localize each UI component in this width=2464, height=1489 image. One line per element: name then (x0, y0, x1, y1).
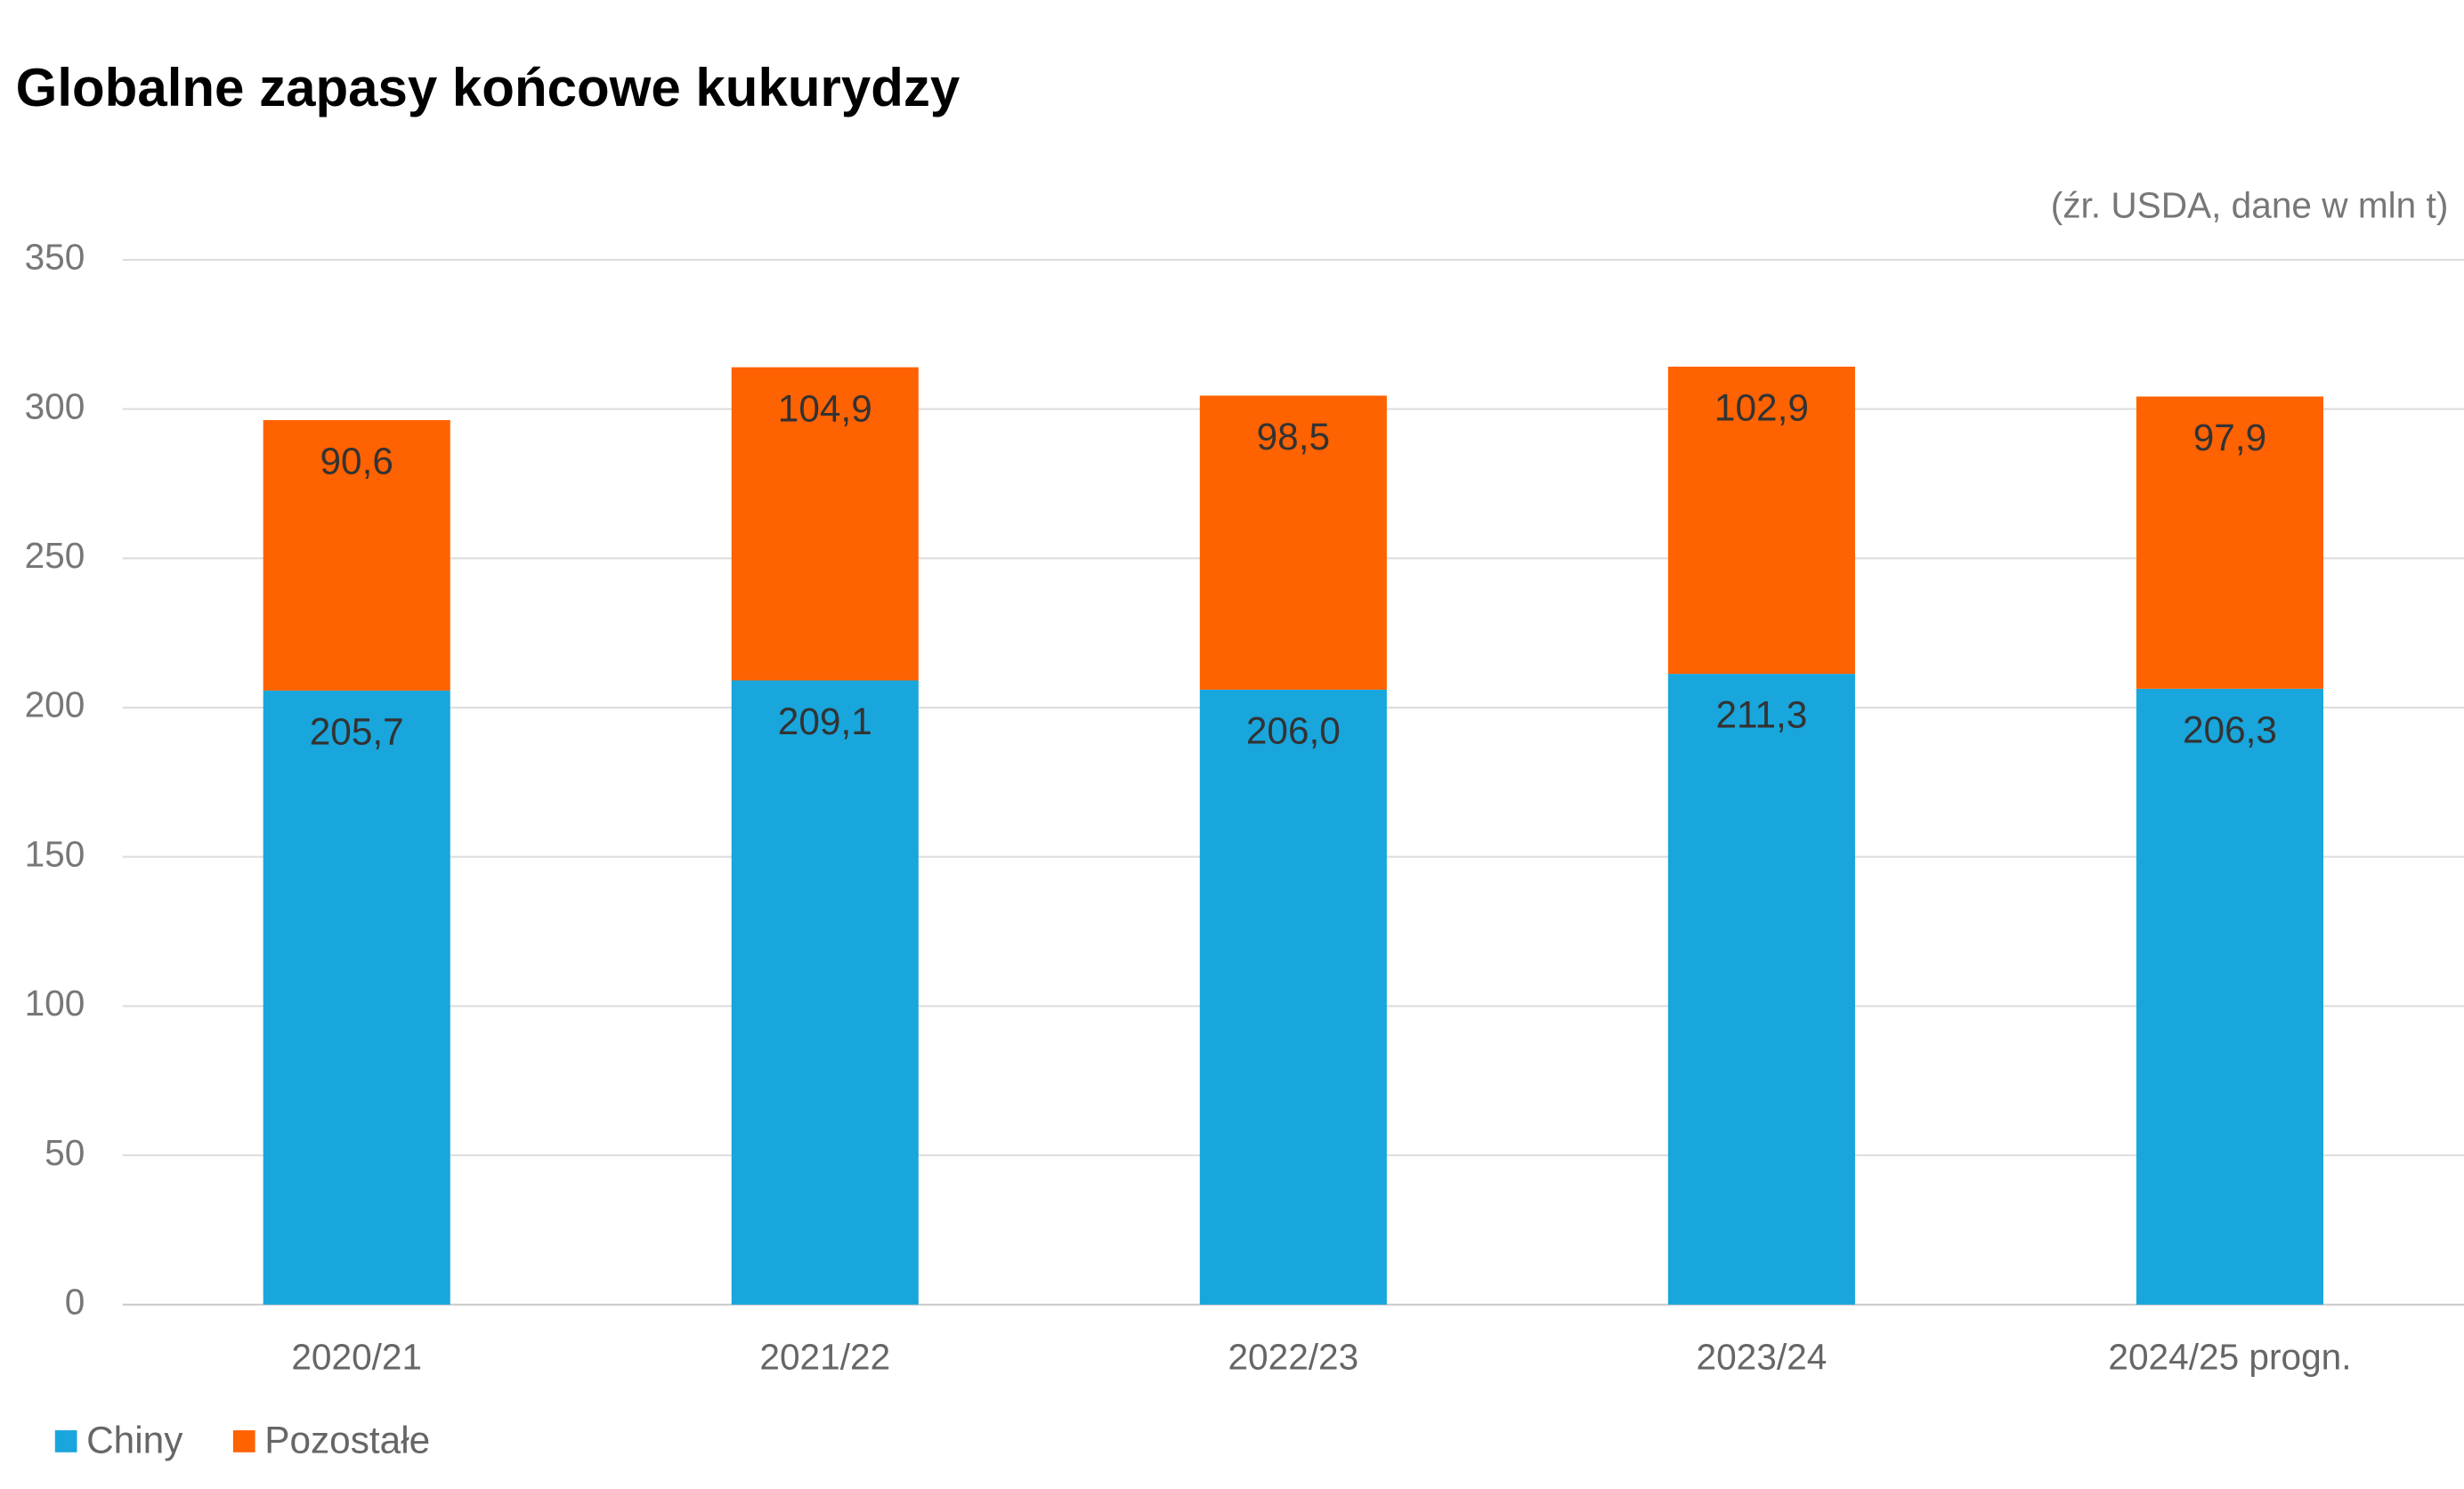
bar-segment (731, 367, 919, 681)
bar-segment (1667, 366, 1855, 675)
data-label: 205,7 (310, 711, 404, 753)
x-tick-label: 2020/21 (291, 1336, 422, 1377)
bar-segment (263, 420, 450, 691)
legend-swatch (232, 1430, 255, 1453)
data-label: 97,9 (2193, 417, 2266, 458)
chart-title: Globalne zapasy końcowe kukurydzy (16, 58, 960, 117)
data-label: 206,3 (2183, 709, 2277, 751)
data-label: 90,6 (320, 441, 393, 482)
data-label: 211,3 (1715, 694, 1807, 736)
data-label: 104,9 (778, 387, 872, 429)
chart-subtitle: (źr. USDA, dane w mln t) (2051, 184, 2449, 225)
x-tick-label: 2022/23 (1228, 1336, 1358, 1377)
y-tick-label: 200 (25, 684, 85, 725)
y-tick-label: 50 (45, 1132, 85, 1173)
x-tick-label: 2021/22 (759, 1336, 890, 1377)
data-label: 209,1 (778, 700, 872, 742)
data-label: 206,0 (1246, 710, 1341, 752)
bar-segment (1667, 674, 1855, 1305)
y-tick-label: 0 (65, 1282, 85, 1323)
bar-segment (2136, 688, 2324, 1305)
data-label: 102,9 (1714, 387, 1809, 429)
x-tick-label: 2023/24 (1697, 1336, 1828, 1377)
y-tick-label: 350 (25, 237, 85, 278)
x-tick-label: 2024/25 progn. (2108, 1336, 2351, 1377)
y-tick-label: 250 (25, 535, 85, 576)
data-label: 98,5 (1257, 416, 1330, 457)
bar-segment (2136, 396, 2324, 689)
bar-segment (263, 690, 450, 1305)
bar-segment (731, 680, 919, 1305)
bar-segment (1199, 689, 1387, 1305)
y-tick-label: 100 (25, 983, 85, 1024)
y-tick-label: 300 (25, 385, 85, 426)
legend-label: Pozostałe (264, 1419, 430, 1461)
y-tick-label: 150 (25, 833, 85, 874)
legend-label: Chiny (86, 1419, 183, 1461)
legend-swatch (54, 1430, 77, 1453)
bar-segment (1199, 395, 1387, 690)
